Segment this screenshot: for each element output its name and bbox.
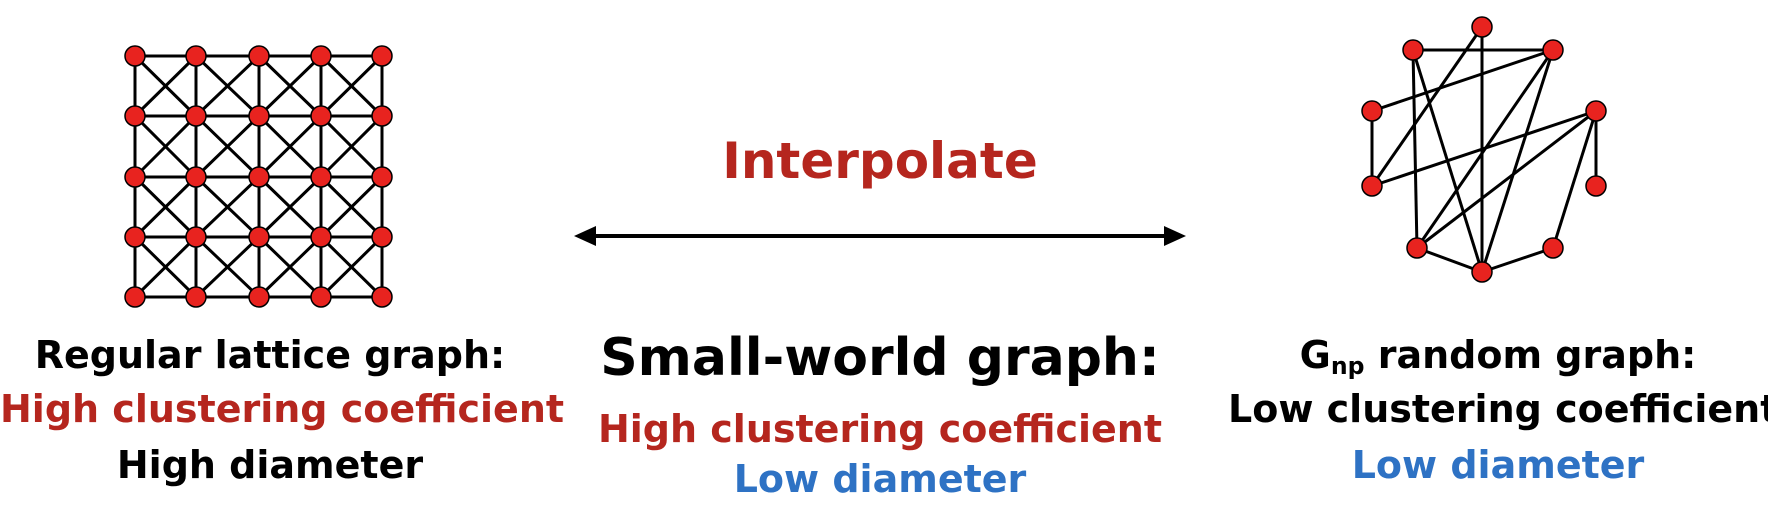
lattice-node <box>310 286 332 308</box>
lattice-node <box>124 45 146 67</box>
lattice-caption: Regular lattice graph: High clustering c… <box>0 333 565 496</box>
lattice-node <box>185 286 207 308</box>
lattice-node <box>248 105 270 127</box>
random-graph-node <box>1585 175 1607 197</box>
random-graph-edge <box>1370 26 1484 187</box>
lattice-clustering: High clustering coefficient <box>0 387 565 431</box>
lattice-edge <box>319 114 384 179</box>
lattice-node <box>371 226 393 248</box>
random-graph-node <box>1406 237 1428 259</box>
lattice-node <box>371 166 393 188</box>
lattice-edge <box>194 235 261 299</box>
random-graph-edge <box>1416 246 1483 274</box>
small-world-diameter: Low diameter <box>733 457 1027 501</box>
random-graph-node <box>1361 175 1383 197</box>
lattice-node <box>310 226 332 248</box>
lattice-edge <box>257 175 323 239</box>
lattice-edge <box>133 54 198 118</box>
random-graph-edge <box>1480 49 1555 273</box>
lattice-node <box>248 286 270 308</box>
lattice-edge <box>133 235 198 299</box>
lattice-node <box>124 166 146 188</box>
interpolate-arrow <box>574 226 1186 246</box>
lattice-node <box>124 105 146 127</box>
lattice-node <box>185 226 207 248</box>
lattice-node <box>185 45 207 67</box>
small-world-title: Small-world graph: <box>600 328 1160 388</box>
random-graph-caption: Gnp random graph: Low clustering coeffic… <box>1228 336 1768 496</box>
lattice-node <box>185 105 207 127</box>
small-world-caption: Small-world graph: High clustering coeff… <box>590 332 1170 502</box>
random-graph-node <box>1471 261 1493 283</box>
random-diameter: Low diameter <box>1351 443 1645 487</box>
lattice-edge <box>133 114 198 179</box>
lattice-edge <box>194 54 261 118</box>
random-graph-edge <box>1371 48 1554 113</box>
lattice-node <box>248 45 270 67</box>
lattice-edge <box>194 175 261 239</box>
random-graph-edge <box>1371 109 1597 188</box>
lattice-node <box>310 105 332 127</box>
lattice-diameter: High diameter <box>116 443 424 487</box>
random-graph-node <box>1585 100 1607 122</box>
lattice-edge <box>319 54 384 118</box>
lattice-edge <box>257 235 323 299</box>
random-graph-node <box>1402 39 1424 61</box>
lattice-node <box>185 166 207 188</box>
lattice-node <box>310 45 332 67</box>
random-graph-node <box>1361 100 1383 122</box>
lattice-node <box>124 286 146 308</box>
random-graph <box>1361 16 1607 283</box>
random-graph-edge <box>1416 109 1597 250</box>
lattice-node <box>124 226 146 248</box>
regular-lattice-graph <box>124 45 393 308</box>
interpolate-label: Interpolate <box>722 132 1038 190</box>
random-graph-edge <box>1411 49 1419 249</box>
lattice-node <box>371 45 393 67</box>
lattice-edge <box>257 54 323 118</box>
lattice-node <box>371 105 393 127</box>
random-graph-title: Gnp random graph: <box>1299 333 1697 380</box>
lattice-node <box>371 286 393 308</box>
lattice-node <box>248 166 270 188</box>
lattice-node <box>310 166 332 188</box>
lattice-edge <box>194 114 261 179</box>
random-graph-node <box>1542 39 1564 61</box>
random-clustering: Low clustering coefficient <box>1228 387 1768 431</box>
lattice-edge <box>319 175 384 239</box>
small-world-clustering: High clustering coefficient <box>597 407 1163 451</box>
random-graph-edge <box>1551 110 1598 249</box>
lattice-edge <box>319 235 384 299</box>
random-graph-edge <box>1481 246 1554 274</box>
random-graph-node <box>1542 237 1564 259</box>
lattice-edge <box>133 175 198 239</box>
random-graph-node <box>1471 16 1493 38</box>
lattice-edge <box>257 114 323 179</box>
lattice-node <box>248 226 270 248</box>
lattice-title: Regular lattice graph: <box>34 333 506 377</box>
